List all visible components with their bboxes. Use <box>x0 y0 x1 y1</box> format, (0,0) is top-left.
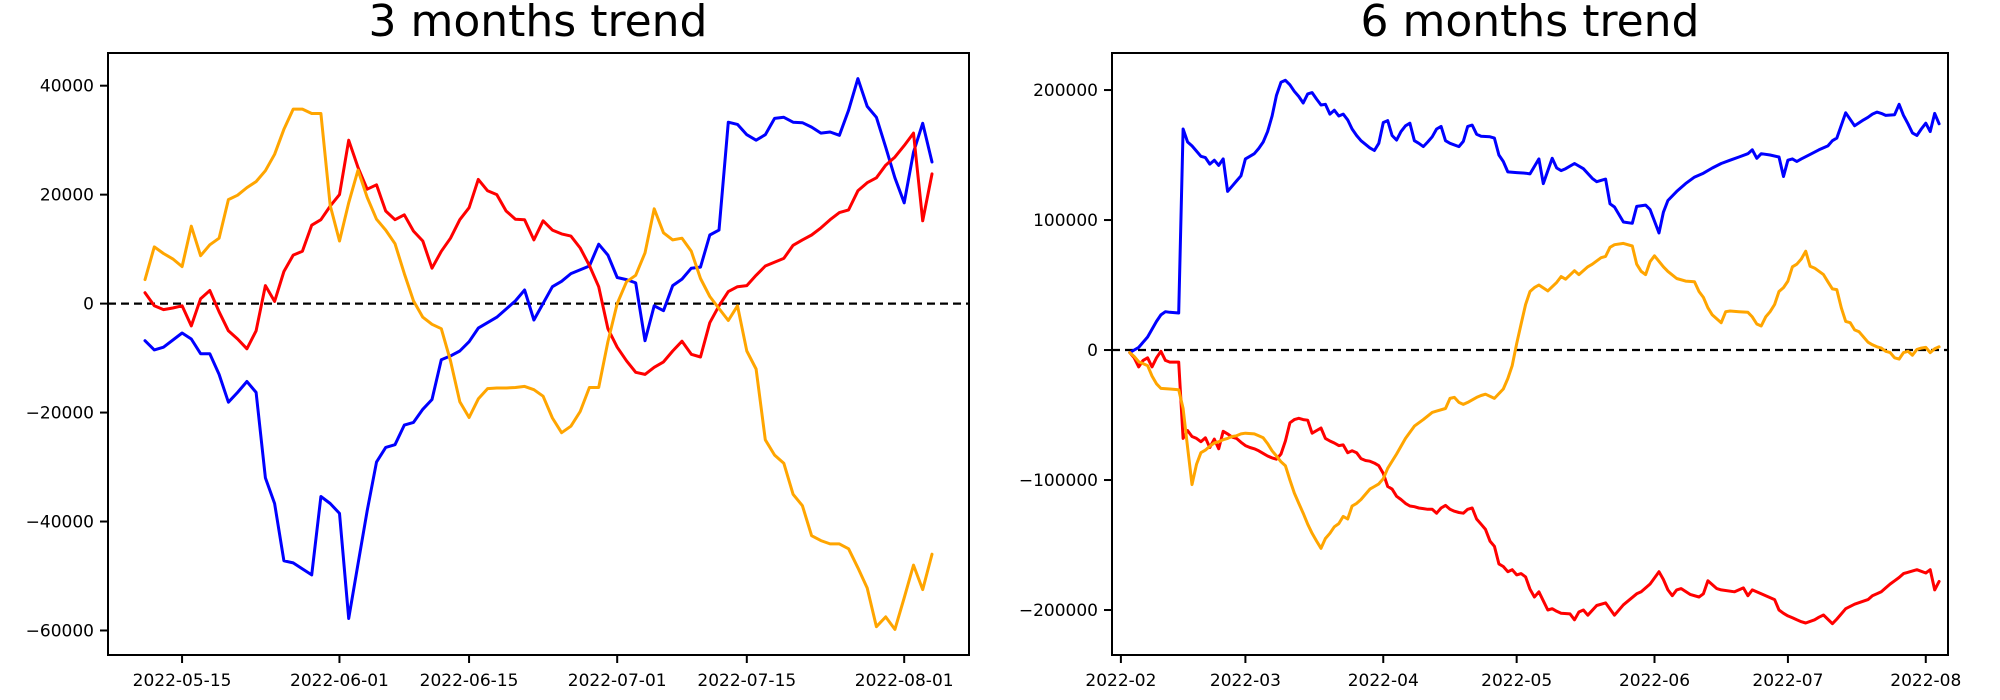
x-tick-label: 2022-07 <box>1752 671 1823 691</box>
x-tick-label: 2022-06 <box>1619 671 1690 691</box>
x-tick-label: 2022-08-01 <box>855 671 954 691</box>
x-tick-label: 2022-07-01 <box>568 671 667 691</box>
x-tick-label: 2022-08 <box>1890 671 1961 691</box>
series-line-blue <box>1128 78 1941 355</box>
y-tick-label: 0 <box>83 295 94 315</box>
y-tick-label: −40000 <box>26 513 94 533</box>
x-tick-label: 2022-06-01 <box>290 671 389 691</box>
chart-title-6-months: 6 months trend <box>1360 0 1700 47</box>
x-tick-label: 2022-06-15 <box>420 671 519 691</box>
series-line-blue <box>143 77 934 620</box>
series-line-red <box>1128 349 1941 626</box>
y-tick-label: 200000 <box>1033 81 1098 101</box>
chart-title-3-months: 3 months trend <box>368 0 708 47</box>
x-tick-label: 2022-03 <box>1210 671 1281 691</box>
x-tick-label: 2022-04 <box>1348 671 1419 691</box>
axes-border <box>107 52 970 656</box>
y-tick-label: −20000 <box>26 404 94 424</box>
x-tick-label: 2022-02 <box>1085 671 1156 691</box>
x-tick-label: 2022-05-15 <box>133 671 232 691</box>
y-tick-label: −60000 <box>26 621 94 641</box>
y-tick-label: 40000 <box>40 77 94 97</box>
x-tick-label: 2022-05 <box>1481 671 1552 691</box>
chart-3-months-trend: 40000 20000 0 −20000 −40000 −60000 2022-05-15 2… <box>26 52 970 691</box>
x-tick-label: 2022-07-15 <box>697 671 796 691</box>
series-line-orange <box>1128 241 1941 550</box>
series-line-orange <box>143 107 934 631</box>
chart-6-months-trend: 200000 100000 0 −100000 −200000 2022-02 2022-0… <box>1019 52 1961 691</box>
y-tick-label: 100000 <box>1033 211 1098 231</box>
y-tick-label: 0 <box>1087 341 1098 361</box>
y-tick-label: −200000 <box>1019 601 1098 621</box>
axes-border <box>1111 52 1949 656</box>
series-line-red <box>143 131 934 376</box>
y-tick-label: 20000 <box>40 186 94 206</box>
y-tick-label: −100000 <box>1019 471 1098 491</box>
